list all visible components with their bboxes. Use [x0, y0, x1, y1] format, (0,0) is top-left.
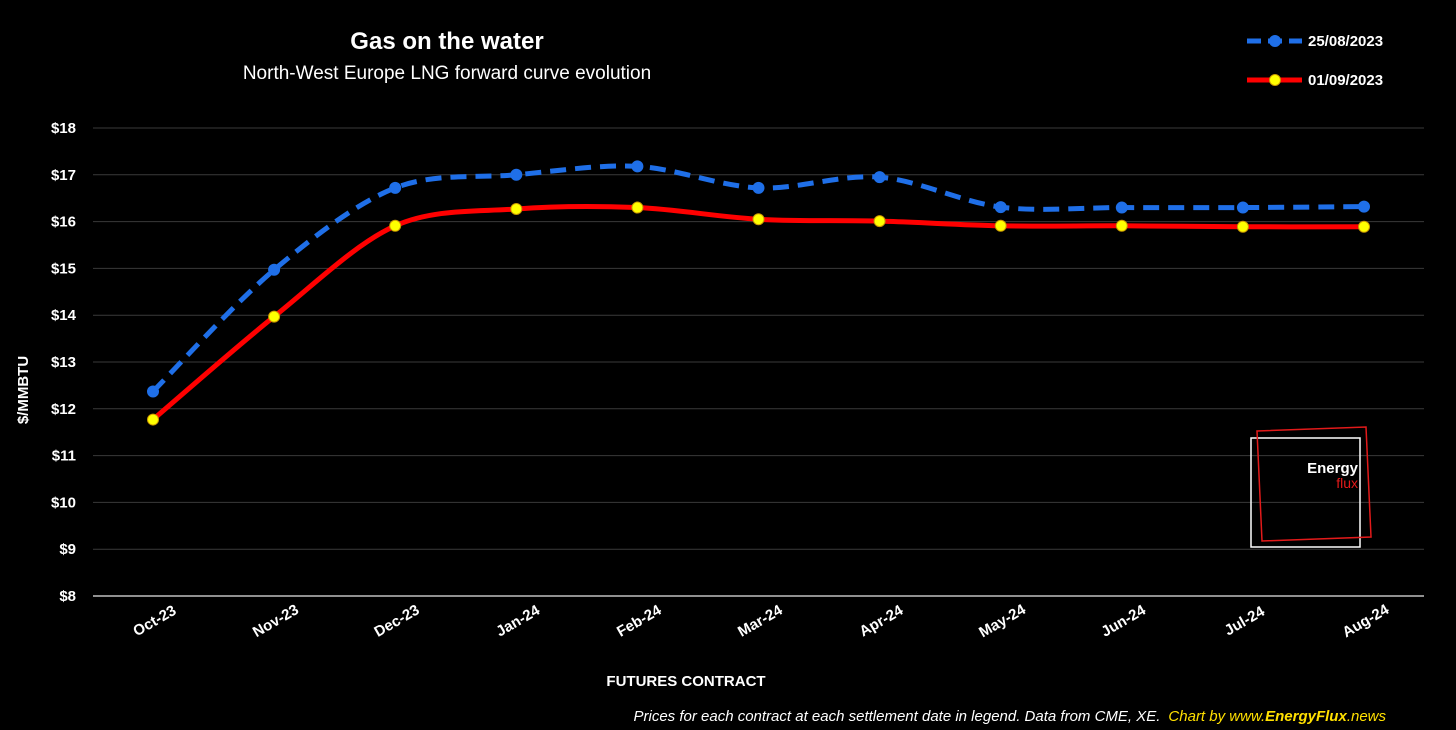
- data-point: [1236, 201, 1249, 214]
- data-point: [873, 215, 886, 228]
- y-tick-label: $9: [59, 541, 76, 558]
- y-tick-label: $12: [51, 401, 76, 418]
- y-tick-label: $11: [52, 448, 76, 465]
- logo-text-energy: Energy: [1307, 460, 1359, 477]
- series-2: [147, 201, 1370, 426]
- y-tick-label: $10: [51, 494, 76, 511]
- chart-title: Gas on the water: [350, 28, 543, 55]
- energyflux-logo: Energy flux: [1250, 426, 1372, 548]
- x-tick-label: May-24: [976, 601, 1029, 641]
- data-point: [994, 201, 1007, 214]
- legend-label: 25/08/2023: [1308, 33, 1383, 50]
- series-layer: [147, 160, 1370, 426]
- data-point: [631, 201, 644, 214]
- legend-item: 01/09/2023: [1247, 72, 1383, 89]
- y-tick-label: $8: [59, 588, 76, 605]
- series-line: [151, 204, 1365, 422]
- y-tick-label: $15: [51, 260, 76, 277]
- gridlines: [93, 127, 1424, 597]
- x-tick-label: Oct-23: [130, 602, 179, 640]
- y-tick-label: $13: [51, 354, 76, 371]
- footer-note: Prices for each contract at each settlem…: [634, 708, 1387, 725]
- data-point: [510, 202, 523, 215]
- data-point: [268, 310, 281, 323]
- data-point: [873, 171, 886, 184]
- data-point: [1115, 219, 1128, 232]
- series-line: [151, 163, 1365, 394]
- x-tick-label: Mar-24: [735, 601, 786, 640]
- x-tick-label: Jul-24: [1222, 603, 1269, 640]
- data-point: [389, 219, 402, 232]
- data-point: [268, 263, 281, 276]
- data-point: [510, 168, 523, 181]
- data-point: [752, 213, 765, 226]
- legend-marker: [1269, 35, 1281, 47]
- data-point: [1358, 220, 1370, 233]
- series-1: [147, 160, 1370, 398]
- data-point: [1358, 200, 1370, 213]
- x-axis-label: FUTURES CONTRACT: [606, 673, 765, 690]
- chart-subtitle: North-West Europe LNG forward curve evol…: [243, 63, 651, 84]
- footer-credit-brand: EnergyFlux: [1265, 708, 1347, 725]
- legend: 25/08/2023 01/09/2023: [1247, 33, 1383, 89]
- data-point: [631, 160, 644, 173]
- data-point: [752, 181, 765, 194]
- y-tick-label: $18: [51, 120, 76, 137]
- y-tick-label: $16: [51, 214, 76, 231]
- legend-marker: [1269, 74, 1281, 86]
- x-tick-label: Apr-24: [857, 602, 907, 641]
- x-tick-label: Jan-24: [493, 602, 543, 641]
- data-point: [1115, 201, 1128, 214]
- x-axis-ticks: Oct-23 Nov-23 Dec-23 Jan-24 Feb-24 Mar-24 Apr-…: [130, 601, 1392, 641]
- x-tick-label: Aug-24: [1339, 601, 1392, 641]
- logo-text-flux: flux: [1336, 475, 1358, 491]
- footer-note-text: Prices for each contract at each settlem…: [634, 708, 1161, 725]
- x-tick-label: Jun-24: [1098, 601, 1149, 640]
- x-tick-label: Feb-24: [614, 601, 665, 640]
- y-axis-label: $/MMBTU: [15, 356, 32, 424]
- data-point: [994, 219, 1007, 232]
- legend-label: 01/09/2023: [1308, 72, 1383, 89]
- x-tick-label: Dec-23: [371, 601, 422, 640]
- footer-credit-suffix: .news: [1347, 708, 1387, 725]
- y-axis-ticks: $18 $17 $16 $15 $14 $13 $12 $11 $10 $9 $8: [51, 120, 77, 605]
- data-point: [389, 181, 402, 194]
- footer-credit-prefix: Chart by www.: [1168, 708, 1265, 725]
- x-tick-label: Nov-23: [250, 601, 302, 641]
- y-tick-label: $17: [51, 167, 76, 184]
- data-point: [147, 413, 159, 426]
- data-point: [1236, 220, 1249, 233]
- legend-item: 25/08/2023: [1247, 33, 1383, 50]
- y-tick-label: $14: [51, 307, 77, 324]
- data-point: [147, 385, 159, 398]
